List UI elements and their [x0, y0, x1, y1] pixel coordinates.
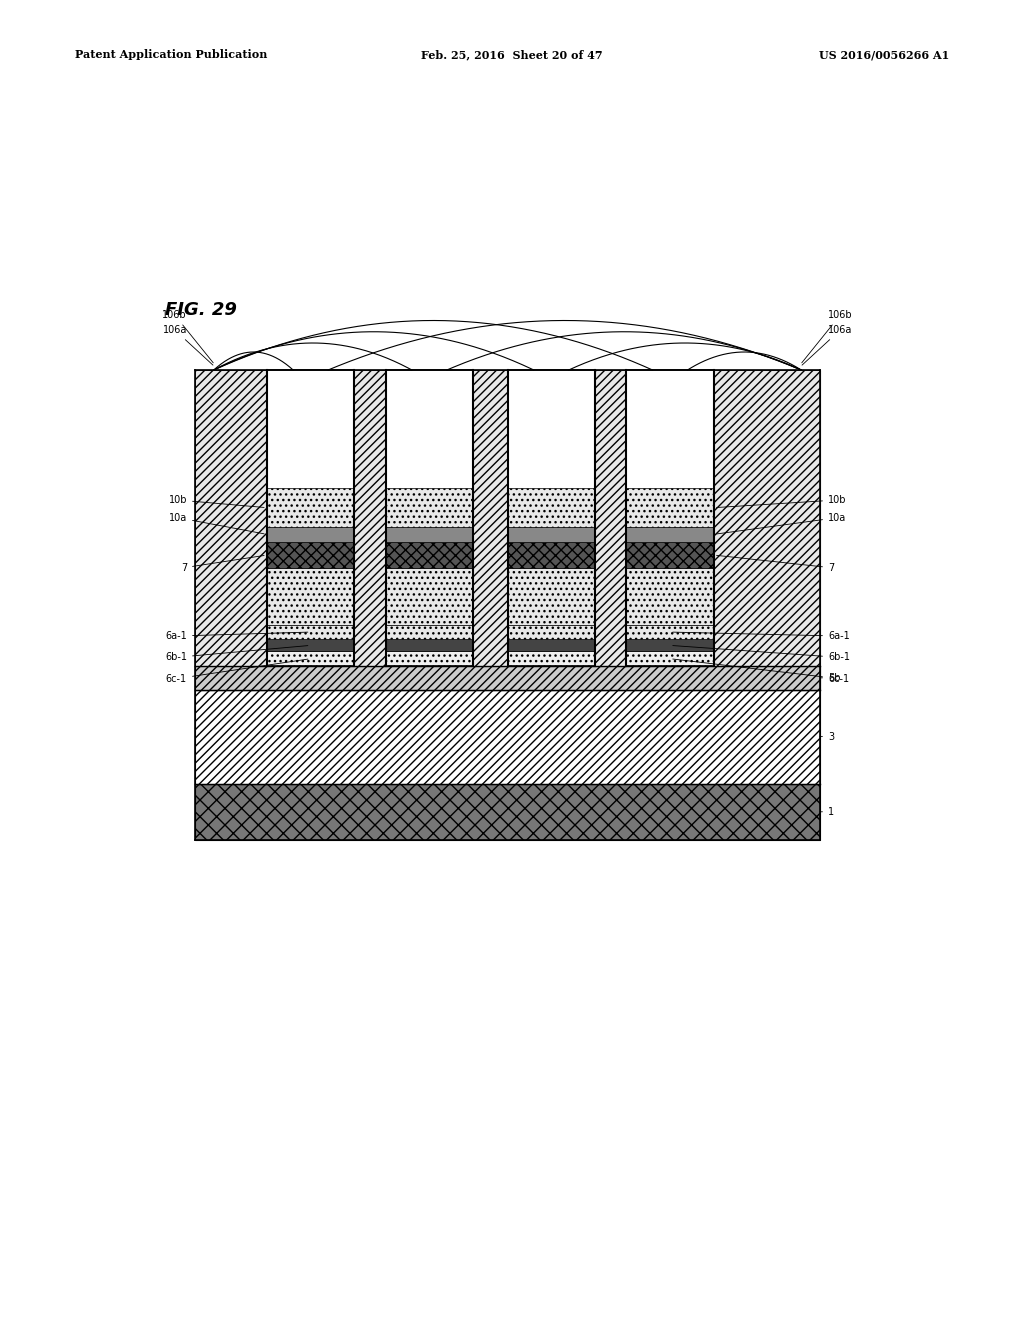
Text: 6b-1: 6b-1: [673, 645, 850, 663]
Bar: [267, 569, 354, 624]
Text: 3: 3: [820, 731, 835, 742]
Text: 1: 1: [820, 807, 835, 817]
Bar: [627, 569, 714, 624]
Text: 6b-1: 6b-1: [165, 645, 308, 663]
Text: 6a-1: 6a-1: [165, 631, 308, 642]
Bar: [508, 541, 595, 569]
Text: 6c-1: 6c-1: [166, 659, 308, 684]
Bar: [195, 667, 820, 689]
Text: 106a: 106a: [802, 325, 852, 366]
Bar: [473, 370, 508, 667]
Text: 7: 7: [181, 556, 264, 573]
Text: 10a: 10a: [169, 512, 264, 533]
Text: US 2016/0056266 A1: US 2016/0056266 A1: [819, 49, 949, 61]
Bar: [195, 370, 820, 667]
Bar: [595, 370, 627, 667]
Bar: [508, 370, 595, 667]
Bar: [508, 651, 595, 667]
Text: Feb. 25, 2016  Sheet 20 of 47: Feb. 25, 2016 Sheet 20 of 47: [421, 49, 603, 61]
Bar: [386, 370, 473, 667]
Bar: [267, 651, 354, 667]
Bar: [195, 784, 820, 840]
Text: 10b: 10b: [169, 495, 264, 507]
Text: FIG. 29: FIG. 29: [165, 301, 237, 319]
Bar: [386, 624, 473, 639]
Bar: [195, 667, 820, 689]
Bar: [627, 651, 714, 667]
Bar: [627, 541, 714, 569]
Text: 10b: 10b: [717, 495, 847, 507]
Bar: [508, 488, 595, 527]
Bar: [508, 624, 595, 639]
Bar: [267, 370, 354, 667]
Text: 106a: 106a: [163, 325, 213, 366]
Text: 106b: 106b: [802, 310, 853, 363]
Bar: [386, 370, 473, 667]
Text: 6a-1: 6a-1: [673, 631, 850, 642]
Bar: [195, 370, 267, 667]
Bar: [508, 639, 595, 651]
Text: 5b: 5b: [820, 673, 841, 682]
Text: 7: 7: [717, 556, 835, 573]
Bar: [195, 689, 820, 784]
Bar: [508, 569, 595, 624]
Bar: [386, 541, 473, 569]
Text: 106b: 106b: [163, 310, 213, 363]
Text: 6c-1: 6c-1: [673, 659, 849, 684]
Bar: [627, 488, 714, 527]
Bar: [354, 370, 386, 667]
Bar: [386, 569, 473, 624]
Text: Patent Application Publication: Patent Application Publication: [75, 49, 267, 61]
Bar: [627, 370, 714, 667]
Bar: [627, 527, 714, 541]
Bar: [714, 370, 820, 667]
Bar: [386, 488, 473, 527]
Bar: [627, 370, 714, 667]
Bar: [386, 527, 473, 541]
Bar: [627, 624, 714, 639]
Bar: [267, 639, 354, 651]
Bar: [267, 541, 354, 569]
Bar: [627, 639, 714, 651]
Bar: [508, 527, 595, 541]
Bar: [267, 624, 354, 639]
Bar: [267, 370, 354, 667]
Bar: [386, 639, 473, 651]
Bar: [267, 527, 354, 541]
Bar: [508, 370, 595, 667]
Bar: [386, 651, 473, 667]
Text: 10a: 10a: [717, 512, 846, 535]
Bar: [267, 488, 354, 527]
